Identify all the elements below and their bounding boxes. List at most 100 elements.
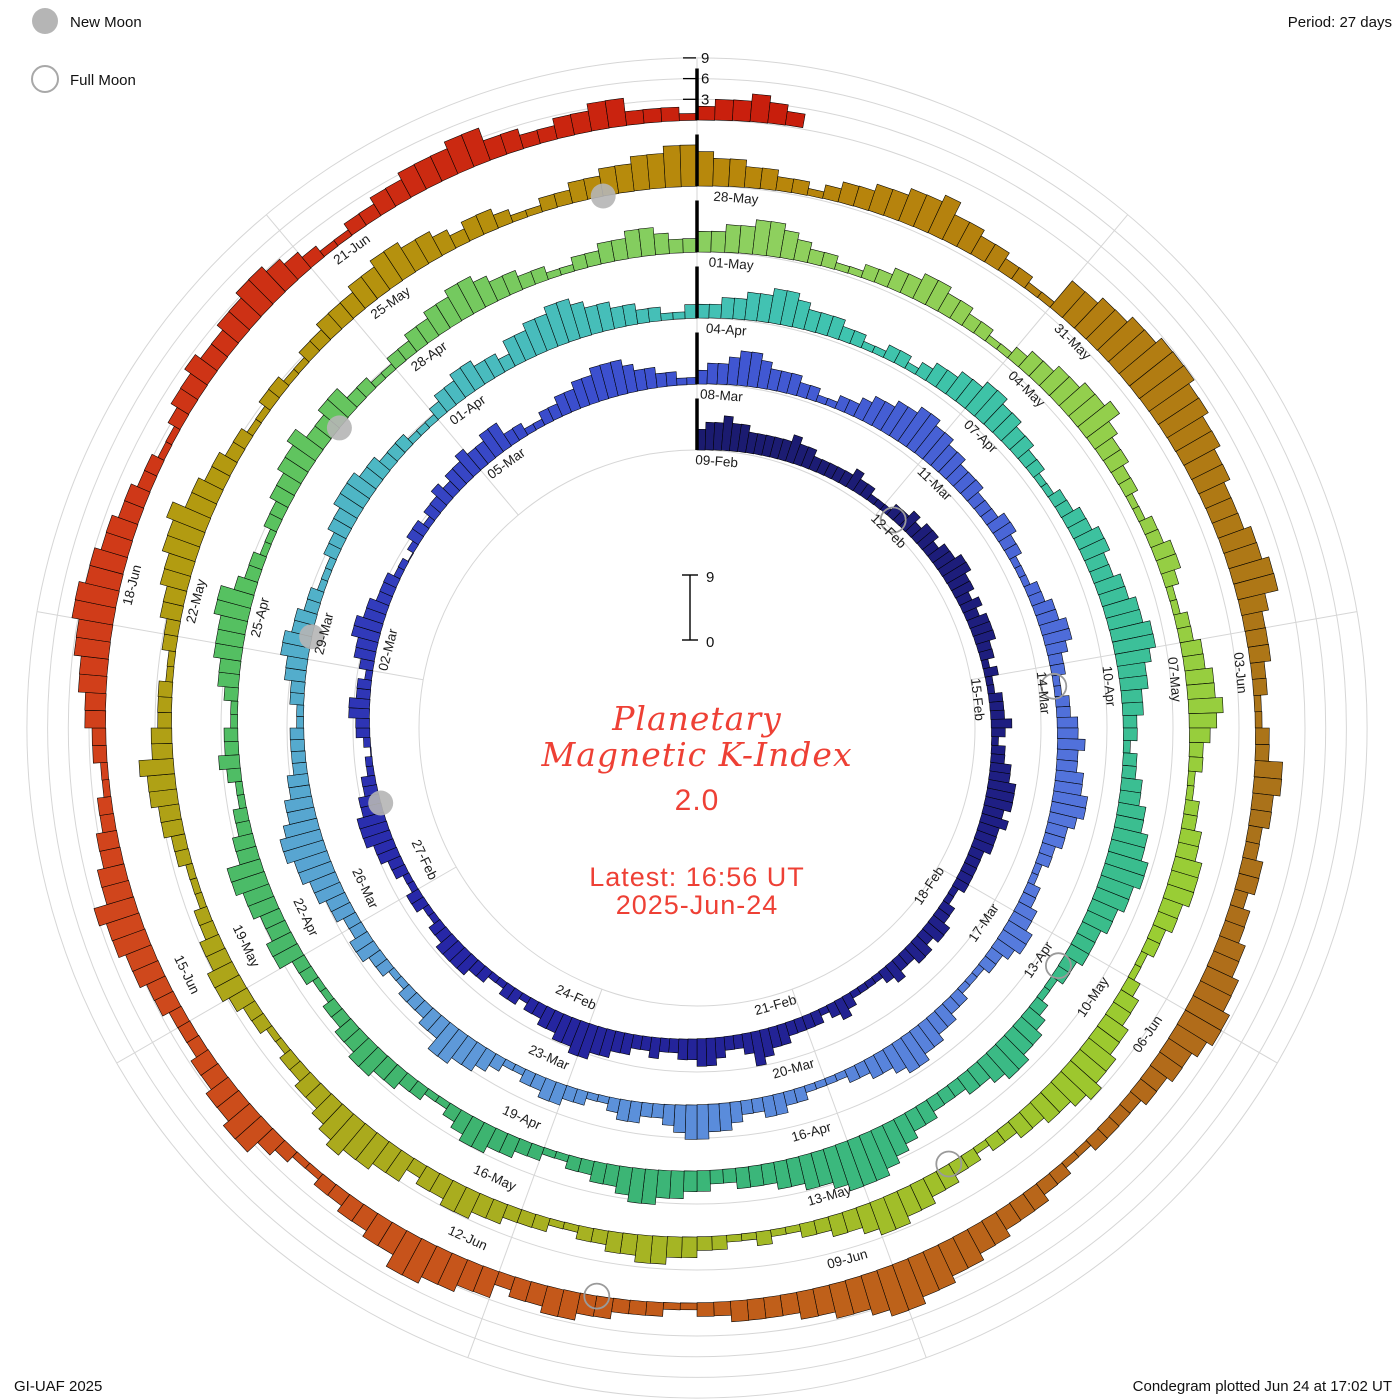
k-bar — [1103, 449, 1129, 474]
k-bar — [949, 299, 974, 326]
date-label: 08-Mar — [700, 386, 744, 404]
k-bar — [327, 388, 358, 418]
k-bar — [551, 1013, 573, 1044]
k-bar — [218, 754, 241, 771]
k-bar — [884, 960, 906, 983]
k-bar — [891, 1037, 921, 1074]
k-bar — [1189, 727, 1211, 744]
k-bar — [805, 384, 821, 402]
full-moon-marker — [1045, 952, 1072, 980]
k-bar — [803, 1082, 818, 1093]
k-bar — [161, 633, 179, 652]
k-bar — [1152, 910, 1178, 934]
k-bar — [432, 229, 457, 256]
k-bar — [672, 311, 686, 320]
k-scale-max-label: 9 — [706, 569, 714, 586]
k-bar — [696, 1236, 713, 1251]
k-bar — [284, 795, 315, 814]
date-label: 14-Mar — [1034, 671, 1053, 716]
k-bar — [959, 596, 983, 614]
k-bar — [289, 680, 306, 694]
k-bar — [1253, 694, 1262, 713]
k-bar — [456, 276, 487, 314]
k-bar — [951, 580, 975, 599]
k-bar — [991, 736, 999, 746]
k-bar — [990, 938, 1015, 960]
k-bar — [217, 671, 241, 689]
k-bar — [979, 812, 1009, 831]
k-bar — [364, 756, 374, 768]
k-bar — [796, 1288, 819, 1320]
k-bar — [279, 1049, 301, 1071]
k-bar — [1186, 770, 1196, 787]
k-bar — [78, 655, 109, 677]
k-bar — [460, 127, 491, 167]
k-bar — [859, 483, 876, 501]
k-bar — [956, 1069, 981, 1095]
k-bar — [232, 832, 257, 852]
k-bar — [150, 727, 173, 745]
k-bar — [545, 268, 562, 280]
k-bar — [95, 829, 121, 852]
k-bar — [1182, 653, 1206, 672]
k-bar — [1056, 738, 1086, 751]
new-moon-marker — [299, 624, 325, 650]
k-bar — [984, 243, 1010, 271]
full-moon-marker — [583, 1282, 611, 1310]
k-bar — [1255, 727, 1270, 745]
k-bar — [157, 696, 173, 713]
k-bar — [290, 739, 306, 752]
k-bar — [1009, 435, 1035, 460]
k-bar — [696, 1104, 710, 1140]
k-bar — [834, 1140, 865, 1192]
k-bar — [407, 552, 414, 562]
k-bar — [779, 229, 800, 261]
k-bar — [1184, 667, 1215, 686]
k-bar — [681, 1236, 698, 1258]
k-bar — [248, 266, 286, 305]
k-bar — [364, 669, 374, 681]
k-bar — [662, 145, 682, 188]
date-label: 21-Jun — [331, 231, 373, 267]
k-bar — [622, 303, 639, 327]
k-bar — [942, 561, 972, 585]
k-bar — [1188, 712, 1218, 729]
k-bar — [356, 678, 373, 691]
k-bar — [232, 807, 250, 824]
k-bar — [537, 1077, 557, 1102]
k-bar — [313, 1173, 337, 1196]
k-bar — [679, 144, 698, 187]
k-bar — [523, 997, 540, 1015]
k-bar — [1112, 633, 1157, 655]
k-bar — [820, 251, 839, 270]
new-moon-marker — [368, 790, 394, 816]
k-bar — [1237, 593, 1269, 616]
date-label: 19-Apr — [500, 1102, 544, 1132]
k-bar — [1123, 727, 1138, 742]
k-bar — [248, 551, 267, 570]
chart-title-line2: Magnetic K-Index — [540, 735, 852, 774]
k-bar — [706, 362, 719, 385]
k-bar — [755, 1229, 773, 1247]
k-bar — [775, 176, 795, 194]
k-bar — [151, 743, 174, 760]
k-bar — [992, 412, 1022, 442]
k-bar — [785, 434, 804, 464]
k-bar — [1183, 799, 1200, 817]
date-label: 21-Feb — [753, 992, 798, 1018]
k-bar — [983, 796, 1014, 813]
k-bar — [1132, 505, 1146, 523]
k-bar — [628, 1299, 648, 1316]
date-label: 01-May — [708, 255, 754, 273]
k-bar — [334, 1018, 360, 1043]
k-bar — [286, 773, 310, 789]
k-bar — [318, 1103, 354, 1141]
k-bar — [980, 658, 991, 670]
k-bar — [827, 1212, 849, 1238]
k-bar — [589, 1160, 608, 1185]
date-label: 19-May — [230, 922, 263, 969]
latest-time-label: Latest: 16:56 UT — [589, 862, 805, 892]
k-bar — [353, 614, 384, 634]
k-bar — [723, 1035, 735, 1051]
k-bar — [878, 966, 895, 984]
